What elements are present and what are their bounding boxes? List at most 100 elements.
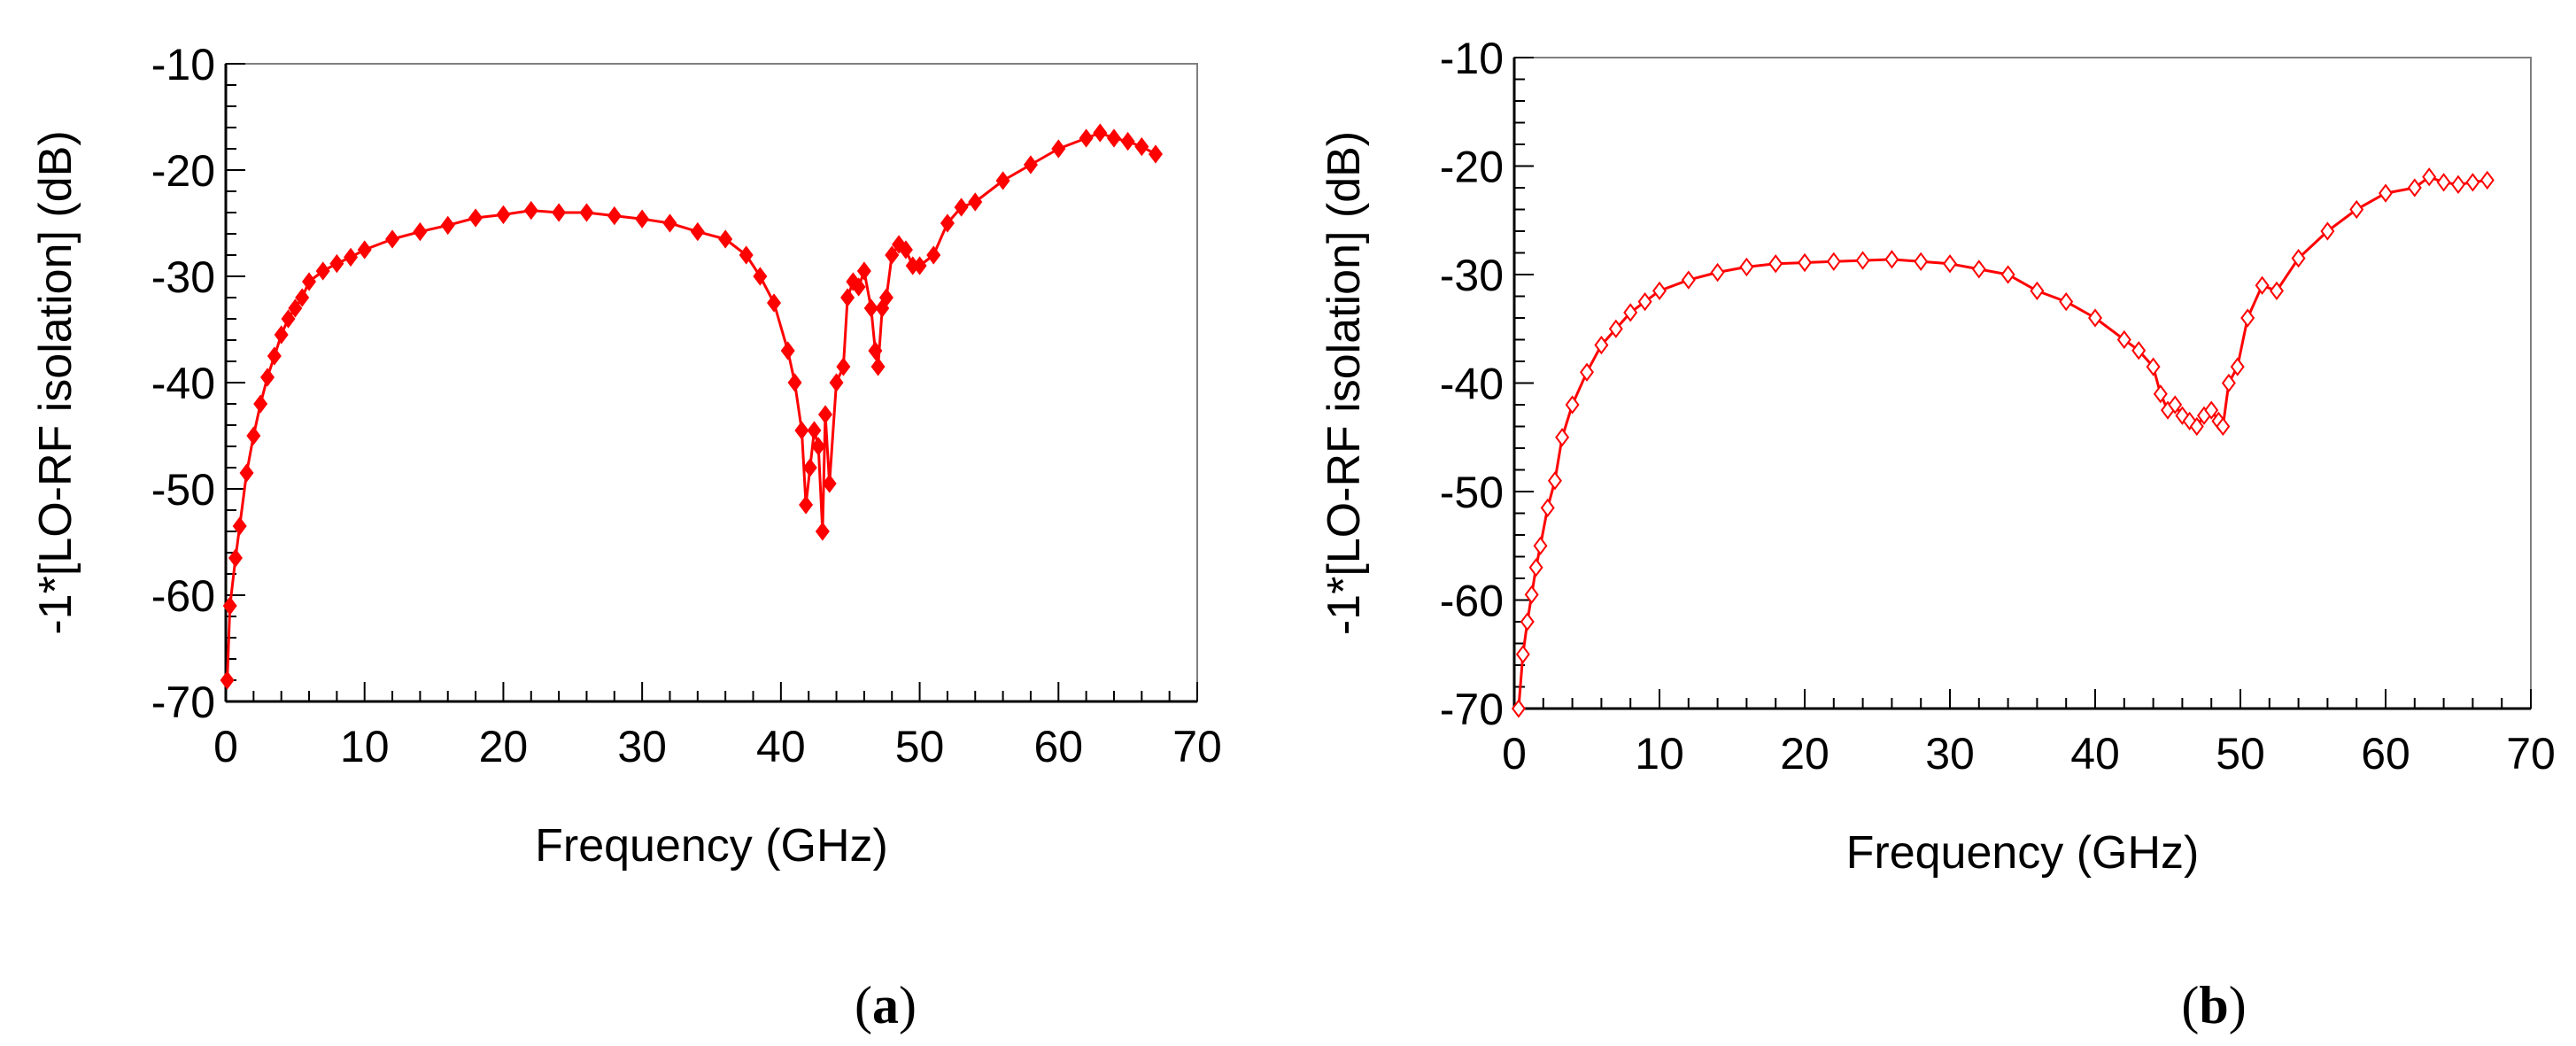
data-point-marker: [267, 346, 282, 366]
data-point-marker: [912, 256, 927, 275]
data-point-marker: [2349, 199, 2364, 220]
panel-label-a: (a): [855, 976, 917, 1034]
x-tick-label: 0: [213, 722, 238, 771]
data-point-marker: [1681, 270, 1696, 290]
data-point-marker: [1515, 645, 1530, 664]
data-point-marker: [868, 341, 883, 360]
y-tick-label: -20: [151, 146, 215, 196]
data-point-marker: [2088, 308, 2102, 328]
data-point-marker: [2379, 183, 2393, 203]
x-tick-label: 40: [756, 722, 806, 771]
data-point-marker: [1826, 252, 1841, 271]
data-point-marker: [523, 200, 538, 221]
data-point-marker: [281, 309, 296, 329]
y-tick-label: -50: [1440, 468, 1504, 517]
data-point-marker: [440, 215, 455, 236]
data-point-marker: [787, 373, 802, 392]
chart-panel-b: 0 10 20 30 40 50 60 70 -70 -60 -50 -40 -30 -20 -10 Freq…: [1319, 34, 2556, 1034]
data-point-marker: [1798, 252, 1812, 273]
data-point-marker: [690, 221, 705, 242]
data-point-marker: [2407, 178, 2422, 198]
y-axis-title: -1*[LO-RF isolation] (dB): [30, 130, 81, 634]
data-point-marker: [1023, 155, 1038, 174]
data-point-marker: [496, 205, 511, 225]
data-point-marker: [1106, 128, 1121, 148]
data-point-marker: [1971, 260, 1986, 279]
data-point-marker: [739, 245, 754, 265]
x-tick-label: 20: [1780, 729, 1830, 779]
data-point-marker: [413, 221, 428, 242]
data-point-marker: [260, 368, 275, 387]
data-point-marker: [1511, 699, 1526, 718]
data-point-marker: [220, 670, 235, 690]
data-point-marker: [2230, 357, 2245, 376]
x-tick-label: 60: [1033, 722, 1083, 771]
x-axis-title: Frequency (GHz): [535, 820, 888, 872]
data-point-marker: [274, 325, 289, 345]
y-tick-label: -30: [1440, 251, 1504, 300]
data-point-marker: [2479, 170, 2495, 190]
y-tick-label: -10: [1440, 34, 1504, 83]
data-point-marker: [222, 596, 237, 616]
data-point-marker: [607, 205, 622, 226]
x-tick-label: 20: [479, 722, 529, 771]
data-point-marker: [1555, 428, 1570, 447]
data-point-marker: [315, 261, 330, 281]
y-axis-title: -1*[LO-RF isolation] (dB): [1319, 131, 1370, 635]
data-point-marker: [940, 213, 955, 233]
data-point-marker: [1528, 558, 1543, 577]
data-point-marker: [780, 341, 795, 360]
y-tick-label: -60: [1440, 577, 1504, 626]
data-point-marker: [836, 357, 851, 376]
data-point-marker: [926, 245, 941, 265]
panel-label-b: (b): [2181, 976, 2246, 1034]
data-point-marker: [1547, 471, 1562, 491]
data-point-marker: [856, 261, 871, 281]
x-tick-label: 40: [2070, 729, 2120, 779]
plot-frame-a: [225, 63, 1198, 702]
data-point-marker: [385, 229, 400, 249]
series-line-a: [226, 131, 1156, 681]
data-point-marker: [2216, 416, 2231, 437]
x-axis-title: Frequency (GHz): [1846, 827, 2200, 879]
data-point-marker: [995, 171, 1010, 190]
y-tick-label: -20: [1440, 143, 1504, 192]
x-tick-label: 30: [617, 722, 667, 771]
data-point-marker: [662, 213, 677, 233]
data-point-marker: [2116, 329, 2131, 350]
data-point-marker: [295, 288, 310, 307]
data-point-marker: [228, 548, 243, 568]
data-point-marker: [2131, 341, 2147, 360]
x-tick-label: 10: [340, 722, 390, 771]
data-point-marker: [2240, 308, 2255, 328]
data-point-marker: [2422, 167, 2437, 187]
data-point-marker: [2204, 400, 2219, 420]
x-tick-label: 70: [2506, 729, 2556, 779]
data-point-marker: [802, 458, 817, 477]
x-tick-label: 0: [1502, 729, 1527, 779]
data-point-marker: [1739, 257, 1754, 277]
plot-frame-b: [1513, 57, 2532, 709]
data-point-marker: [878, 288, 893, 307]
data-point-marker: [1533, 536, 1548, 555]
data-point-marker: [2451, 174, 2465, 194]
data-point-marker: [232, 516, 247, 536]
data-point-marker: [2320, 221, 2335, 241]
data-point-marker: [2153, 384, 2168, 404]
data-point-marker: [2270, 281, 2284, 301]
data-point-marker: [357, 240, 372, 260]
x-tick-label: 60: [2361, 729, 2410, 779]
y-tick-label: -60: [151, 571, 215, 621]
data-point-marker: [2000, 265, 2015, 284]
data-point-marker: [1093, 123, 1108, 143]
x-tick-label: 50: [2216, 729, 2265, 779]
data-point-marker: [1051, 139, 1066, 159]
data-point-marker: [1914, 252, 1929, 271]
y-tick-label: -30: [151, 252, 215, 302]
data-point-marker: [1520, 612, 1535, 631]
data-point-marker: [799, 495, 814, 515]
data-point-marker: [851, 277, 866, 297]
data-point-marker: [468, 208, 483, 228]
series-line-b: [1517, 175, 2488, 709]
